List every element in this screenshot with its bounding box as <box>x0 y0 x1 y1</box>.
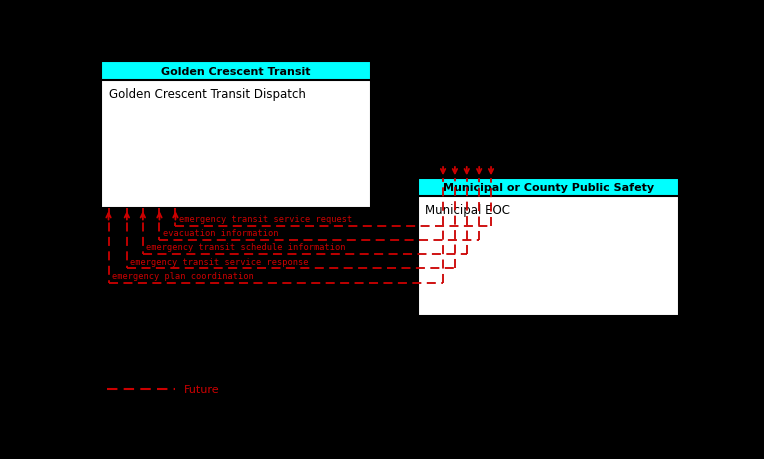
Text: Municipal EOC: Municipal EOC <box>426 203 510 216</box>
Text: emergency transit service request: emergency transit service request <box>179 215 352 224</box>
Text: emergency plan coordination: emergency plan coordination <box>112 271 254 280</box>
Bar <box>102 62 371 209</box>
Text: emergency transit schedule information: emergency transit schedule information <box>147 243 346 252</box>
Bar <box>102 62 371 81</box>
Text: emergency transit service response: emergency transit service response <box>131 257 309 266</box>
Text: evacuation information: evacuation information <box>163 229 279 238</box>
Bar <box>418 179 678 317</box>
Text: Future: Future <box>184 384 220 394</box>
Text: Municipal or County Public Safety: Municipal or County Public Safety <box>443 183 654 193</box>
Text: Golden Crescent Transit: Golden Crescent Transit <box>161 67 311 77</box>
Bar <box>418 179 678 197</box>
Text: Golden Crescent Transit Dispatch: Golden Crescent Transit Dispatch <box>108 88 306 101</box>
